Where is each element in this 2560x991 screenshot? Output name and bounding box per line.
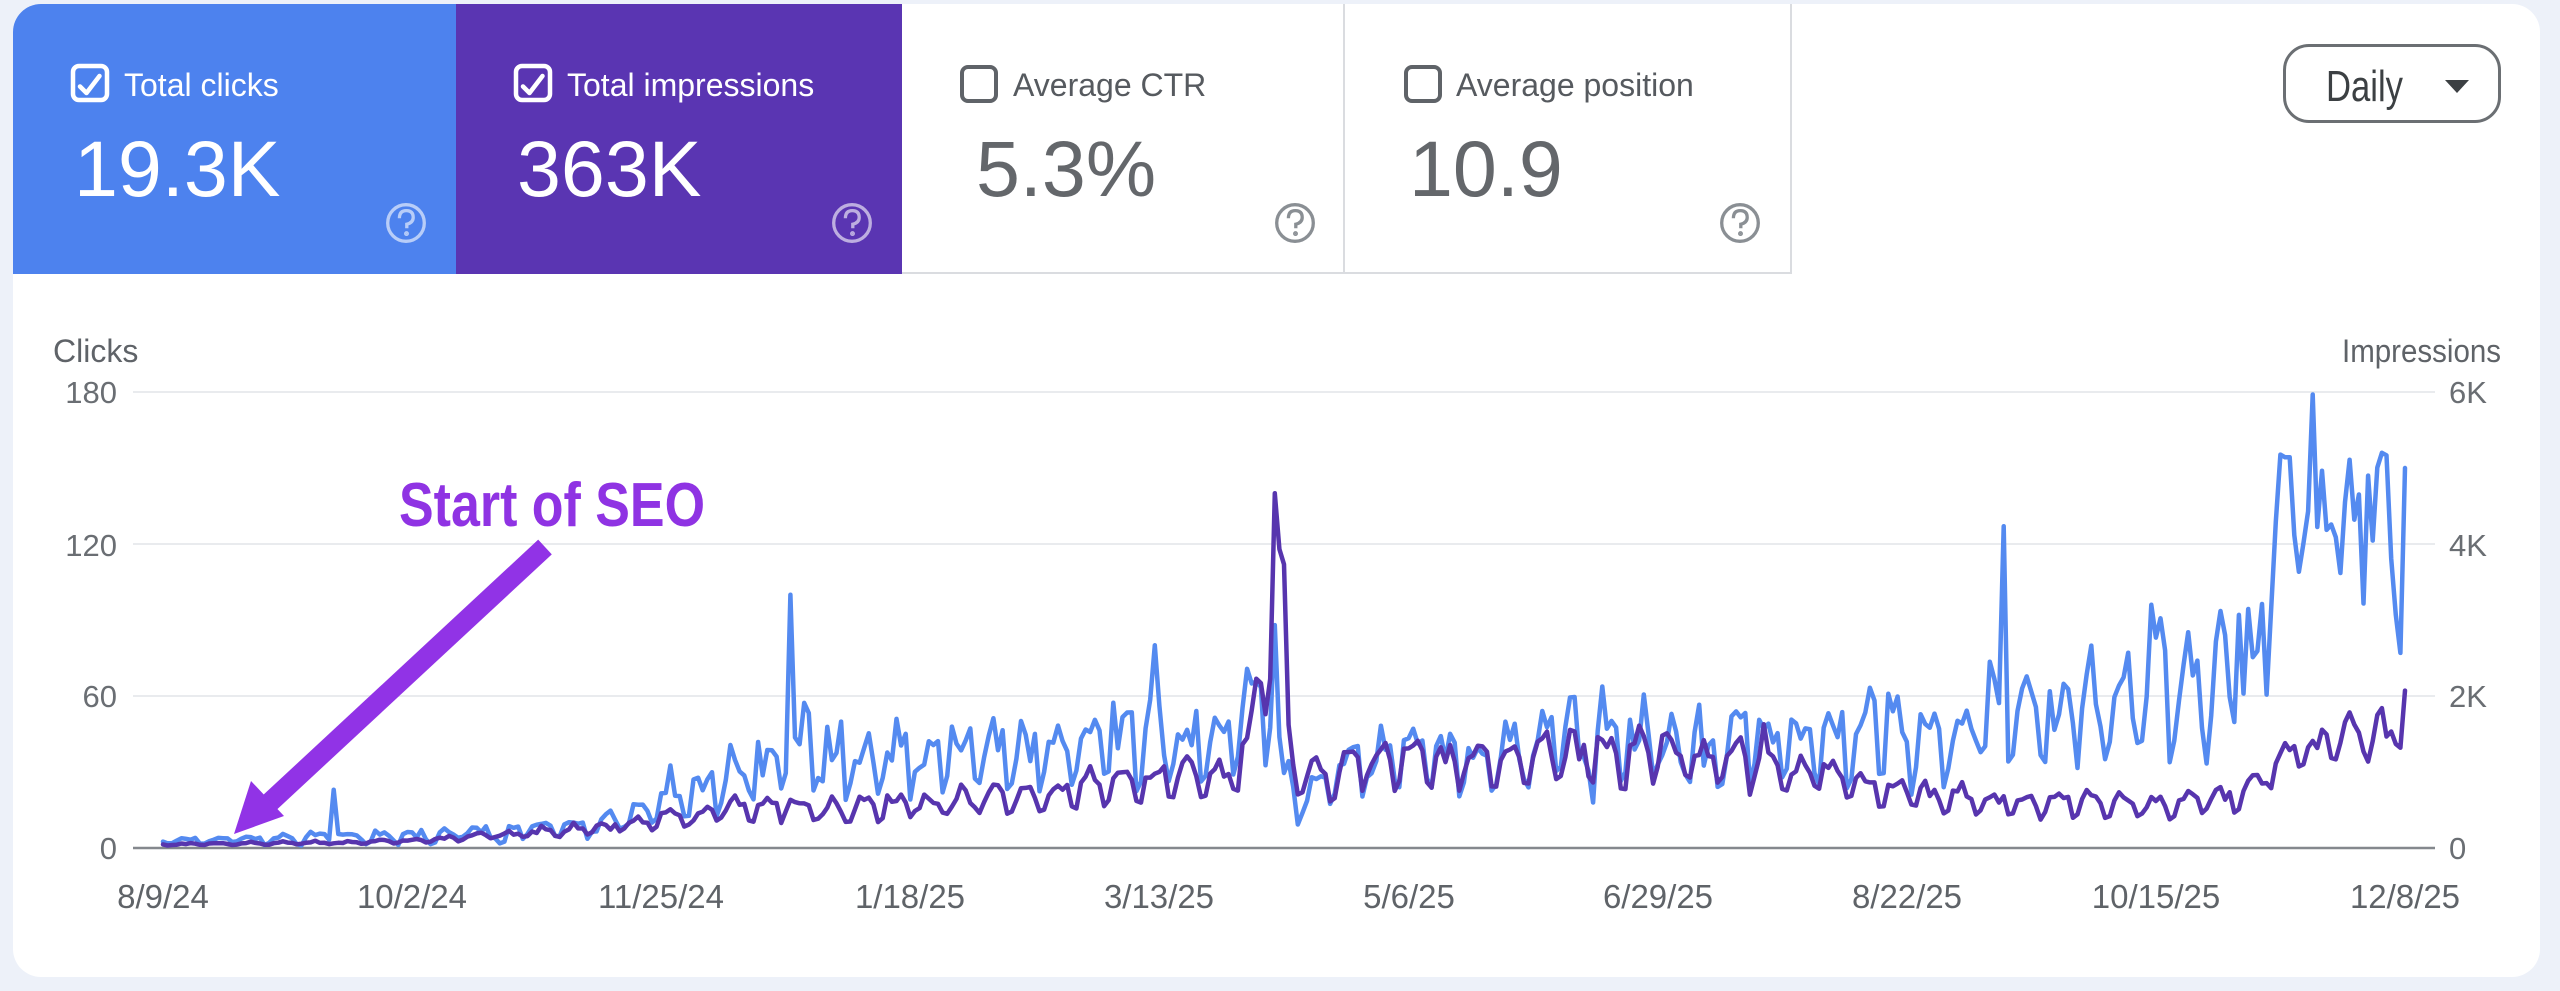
svg-text:Impressions: Impressions [2342,333,2501,369]
svg-text:5/6/25: 5/6/25 [1363,878,1455,915]
svg-text:1/18/25: 1/18/25 [855,878,965,915]
svg-text:Total impressions: Total impressions [567,67,814,103]
svg-text:Start of SEO: Start of SEO [399,471,705,540]
svg-text:Total clicks: Total clicks [124,67,279,103]
svg-text:12/8/25: 12/8/25 [2350,878,2460,915]
svg-text:19.3K: 19.3K [74,124,280,213]
svg-text:Daily: Daily [2326,62,2403,111]
svg-text:Average position: Average position [1456,67,1694,103]
svg-text:120: 120 [65,528,117,563]
svg-text:8/22/25: 8/22/25 [1852,878,1962,915]
svg-text:8/9/24: 8/9/24 [117,878,209,915]
svg-text:4K: 4K [2449,528,2487,563]
svg-text:180: 180 [65,375,117,410]
svg-text:2K: 2K [2449,679,2487,714]
svg-text:6/29/25: 6/29/25 [1603,878,1713,915]
svg-text:10/15/25: 10/15/25 [2092,878,2220,915]
svg-text:60: 60 [83,679,117,714]
svg-text:6K: 6K [2449,375,2487,410]
svg-text:11/25/24: 11/25/24 [598,878,724,915]
svg-text:10/2/24: 10/2/24 [357,878,467,915]
svg-text:3/13/25: 3/13/25 [1104,878,1214,915]
svg-text:Average CTR: Average CTR [1013,67,1206,103]
svg-text:0: 0 [2449,831,2466,866]
svg-text:Clicks: Clicks [53,333,138,369]
svg-text:10.9: 10.9 [1409,124,1563,213]
svg-text:5.3%: 5.3% [976,124,1156,213]
svg-text:363K: 363K [517,124,702,213]
svg-text:0: 0 [100,831,117,866]
